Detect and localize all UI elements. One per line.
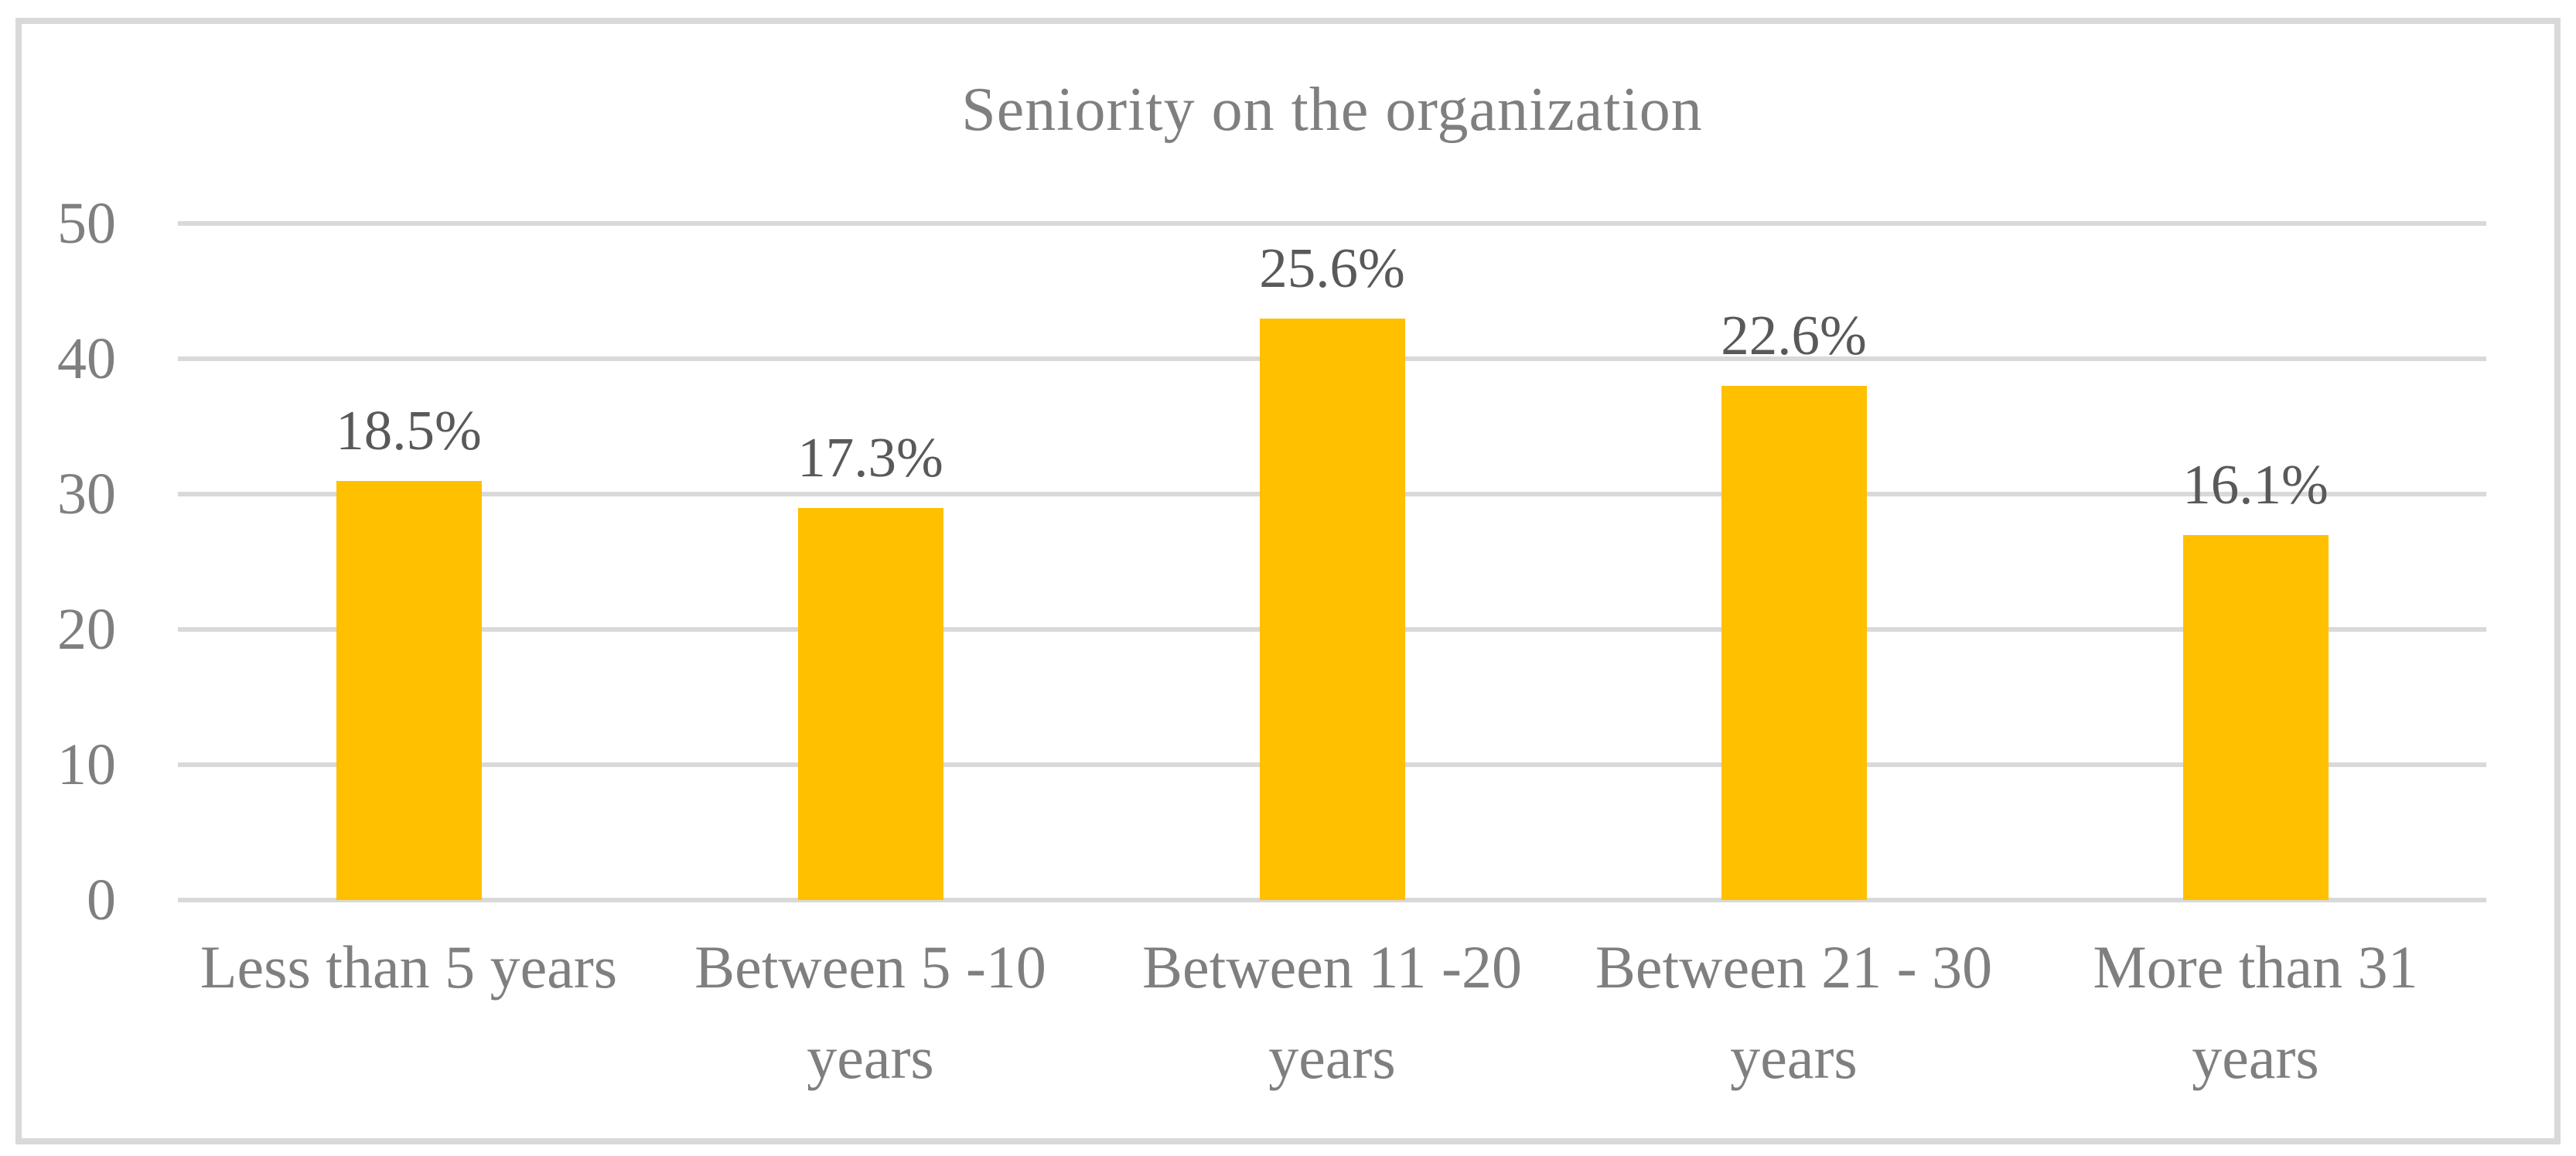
bar xyxy=(1721,386,1867,900)
x-tick-label: Between 5 -10 years xyxy=(640,922,1101,1103)
y-tick-label: 20 xyxy=(57,597,116,662)
gridline xyxy=(178,898,2486,902)
y-tick-label: 40 xyxy=(57,326,116,391)
x-axis: Less than 5 years Between 5 -10 years Betwe… xyxy=(178,922,2486,1103)
bar-value-label: 18.5% xyxy=(336,398,482,462)
bar-value-label: 25.6% xyxy=(1259,236,1405,299)
bar xyxy=(1259,318,1405,900)
x-tick-line: years xyxy=(2192,1024,2319,1091)
bar xyxy=(336,480,482,900)
y-tick-label: 0 xyxy=(87,868,116,933)
gridline xyxy=(178,221,2486,226)
bar-value-label: 17.3% xyxy=(797,425,943,489)
x-tick-line: Between 21 - 30 xyxy=(1595,933,1993,1001)
x-tick-line: More than 31 xyxy=(2093,933,2418,1001)
chart-border-frame xyxy=(15,18,2561,1144)
bar xyxy=(797,507,943,900)
bar-value-label: 16.1% xyxy=(2182,452,2329,516)
x-tick-label: Less than 5 years xyxy=(178,922,640,1103)
x-tick-label: More than 31 years xyxy=(2025,922,2486,1103)
x-tick-line: years xyxy=(1730,1024,1858,1091)
x-tick-line: years xyxy=(807,1024,934,1091)
x-tick-line: Less than 5 years xyxy=(200,933,618,1001)
bar xyxy=(2182,534,2329,900)
bar-value-label: 22.6% xyxy=(1721,304,1867,367)
y-tick-label: 30 xyxy=(57,462,116,527)
x-tick-line: Between 11 -20 xyxy=(1142,933,1522,1001)
y-tick-label: 50 xyxy=(57,191,116,256)
y-tick-label: 10 xyxy=(57,732,116,797)
plot-area: 18.5% 17.3% 25.6% 22.6% 16.1% xyxy=(178,221,2486,902)
y-axis: 0 10 20 30 40 50 xyxy=(15,194,116,929)
x-tick-line: years xyxy=(1268,1024,1396,1091)
x-tick-label: Between 11 -20 years xyxy=(1101,922,1563,1103)
x-tick-line: Between 5 -10 xyxy=(694,933,1046,1001)
chart-title: Seniority on the organization xyxy=(961,76,1703,144)
x-tick-label: Between 21 - 30 years xyxy=(1563,922,2025,1103)
